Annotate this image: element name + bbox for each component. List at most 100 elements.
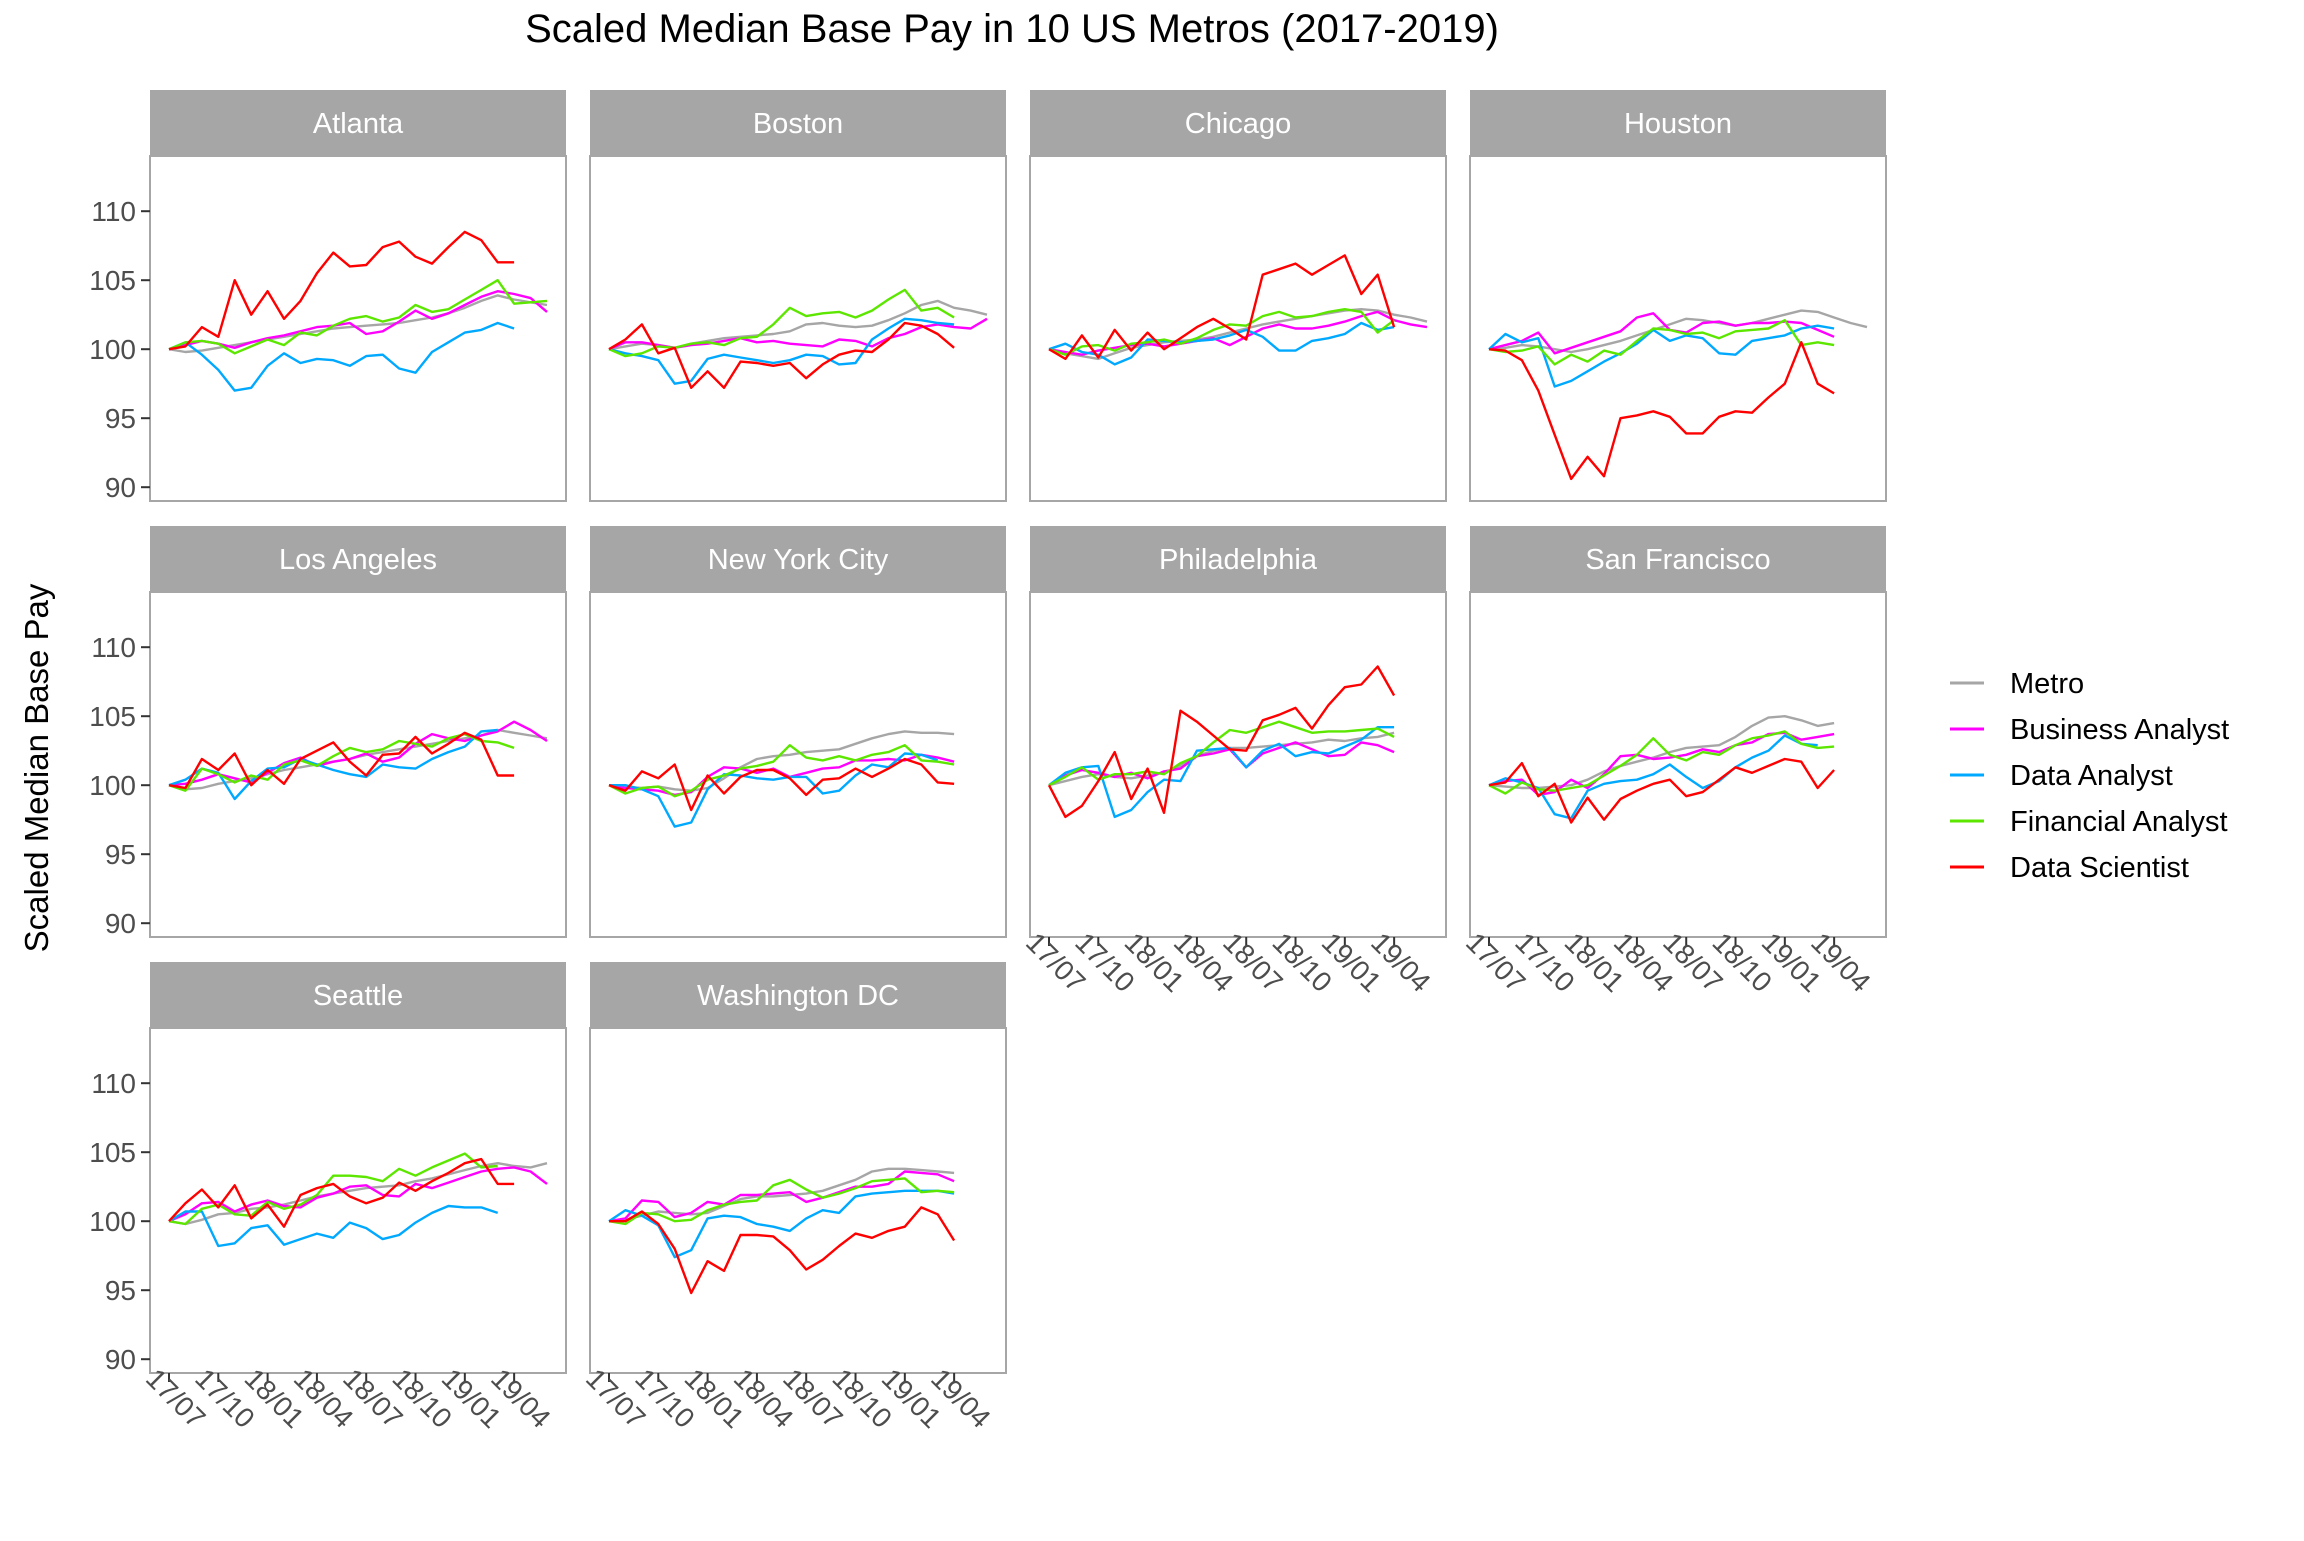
series-line-financial-analyst [608,744,955,798]
strip-background [590,962,1006,1028]
legend-item-metro: Metro [1950,668,2084,700]
series-line-business-analyst [1488,312,1835,355]
y-tick-label: 95 [105,839,136,870]
strip-background [150,526,566,592]
series-line-financial-analyst [168,1152,498,1226]
panel-border [1029,591,1447,938]
y-tick-label: 110 [91,632,136,663]
series-line-data-scientist [168,731,515,790]
strip-label: Boston [753,108,843,140]
panel-border [589,1027,1007,1374]
series-line-metro [608,1167,955,1223]
y-axis-label: Scaled Median Base Pay [18,583,55,952]
series-line-data-analyst [168,1204,499,1248]
panel-houston: Houston [1469,90,1887,502]
panel-border [1469,591,1887,938]
y-tick-label: 90 [105,1344,136,1375]
series-line-business-analyst [168,1166,548,1223]
series-line-data-analyst [1488,734,1818,820]
series-line-data-analyst [1048,321,1395,366]
strip-background [1470,526,1886,592]
strip-label: Chicago [1185,108,1291,140]
legend-label: Data Scientist [2010,852,2189,884]
series-line-data-scientist [1048,254,1396,361]
legend-label: Data Analyst [2010,760,2173,792]
series-line-data-scientist [168,1157,515,1228]
strip-background [1470,90,1886,156]
y-tick-label: 95 [105,1275,136,1306]
series-line-data-scientist [168,230,515,351]
strip-label: Atlanta [313,108,404,140]
legend-item-data-analyst: Data Analyst [1950,760,2173,792]
panel-border [1469,155,1887,502]
series-line-financial-analyst [608,288,955,358]
chart-title: Scaled Median Base Pay in 10 US Metros (… [525,7,1499,51]
series-line-metro [1488,715,1835,790]
y-tick-label: 110 [91,196,136,227]
strip-label: New York City [708,544,889,576]
y-tick-label: 105 [89,265,136,296]
y-tick-label: 105 [89,1137,136,1168]
y-tick-label: 95 [105,403,136,434]
series-line-metro [608,730,955,792]
series-line-financial-analyst [1488,319,1835,366]
legend-label: Metro [2010,668,2084,700]
series-line-business-analyst [1048,741,1395,787]
series-line-financial-analyst [1048,720,1395,787]
legend-item-financial-analyst: Financial Analyst [1950,806,2228,838]
series-line-business-analyst [608,1170,955,1223]
series-line-data-analyst [608,1189,955,1259]
panel-border [149,591,567,938]
strip-label: Los Angeles [279,544,437,576]
panel-los-angeles: Los Angeles 90 95 100 105 110 [89,526,567,939]
legend-label: Business Analyst [2010,714,2229,746]
y-tick-label: 90 [105,472,136,503]
strip-background [150,90,566,156]
series-line-business-analyst [168,720,548,787]
series-line-data-scientist [1047,665,1396,819]
series-line-data-analyst [168,321,515,392]
panel-new-york-city: New York City [589,526,1007,938]
series-line-financial-analyst [608,1177,955,1226]
legend-label: Financial Analyst [2010,806,2228,838]
strip-label: San Francisco [1585,544,1770,576]
facet-panels: Atlanta 90 95 100 105 110 Boston Chicago Houston… [89,90,1887,1434]
panel-washington-dc: Washington DC17/0717/1018/0118/0418/0718… [580,962,1007,1434]
series-line-metro [1048,308,1428,361]
strip-label: Philadelphia [1159,544,1318,576]
strip-background [150,962,566,1028]
series-line-metro [168,294,548,354]
strip-label: Houston [1624,108,1732,140]
series-line-data-scientist [609,1206,956,1295]
series-line-data-scientist [608,757,955,812]
series-line-business-analyst [168,290,548,351]
series-line-data-analyst [609,752,939,828]
panel-chicago: Chicago [1029,90,1447,502]
panel-boston: Boston [589,90,1007,502]
strip-background [1030,526,1446,592]
panel-philadelphia: Philadelphia17/0717/1018/0118/0418/0718/… [1020,526,1447,998]
y-tick-label: 110 [91,1068,136,1099]
strip-label: Washington DC [697,980,899,1012]
series-line-financial-analyst [168,279,548,355]
series-line-data-analyst [1048,726,1395,819]
series-line-data-analyst [608,317,955,385]
legend-item-business-analyst: Business Analyst [1950,714,2229,746]
series-line-data-analyst [168,728,498,801]
legend-item-data-scientist: Data Scientist [1950,852,2189,884]
panel-seattle: Seattle909510010511017/0717/1018/0118/04… [89,962,567,1434]
legend: Metro Business Analyst Data Analyst Financi… [1950,668,2229,884]
series-line-data-scientist [608,321,955,389]
y-tick-label: 90 [105,908,136,939]
strip-background [1030,90,1446,156]
strip-background [590,526,1006,592]
strip-background [590,90,1006,156]
y-tick-label: 105 [89,701,136,732]
panel-border [589,591,1007,938]
series-line-data-analyst [1488,324,1835,388]
series-line-financial-analyst [1048,308,1395,356]
series-line-data-scientist [1488,341,1835,481]
y-tick-label: 100 [89,1206,136,1237]
